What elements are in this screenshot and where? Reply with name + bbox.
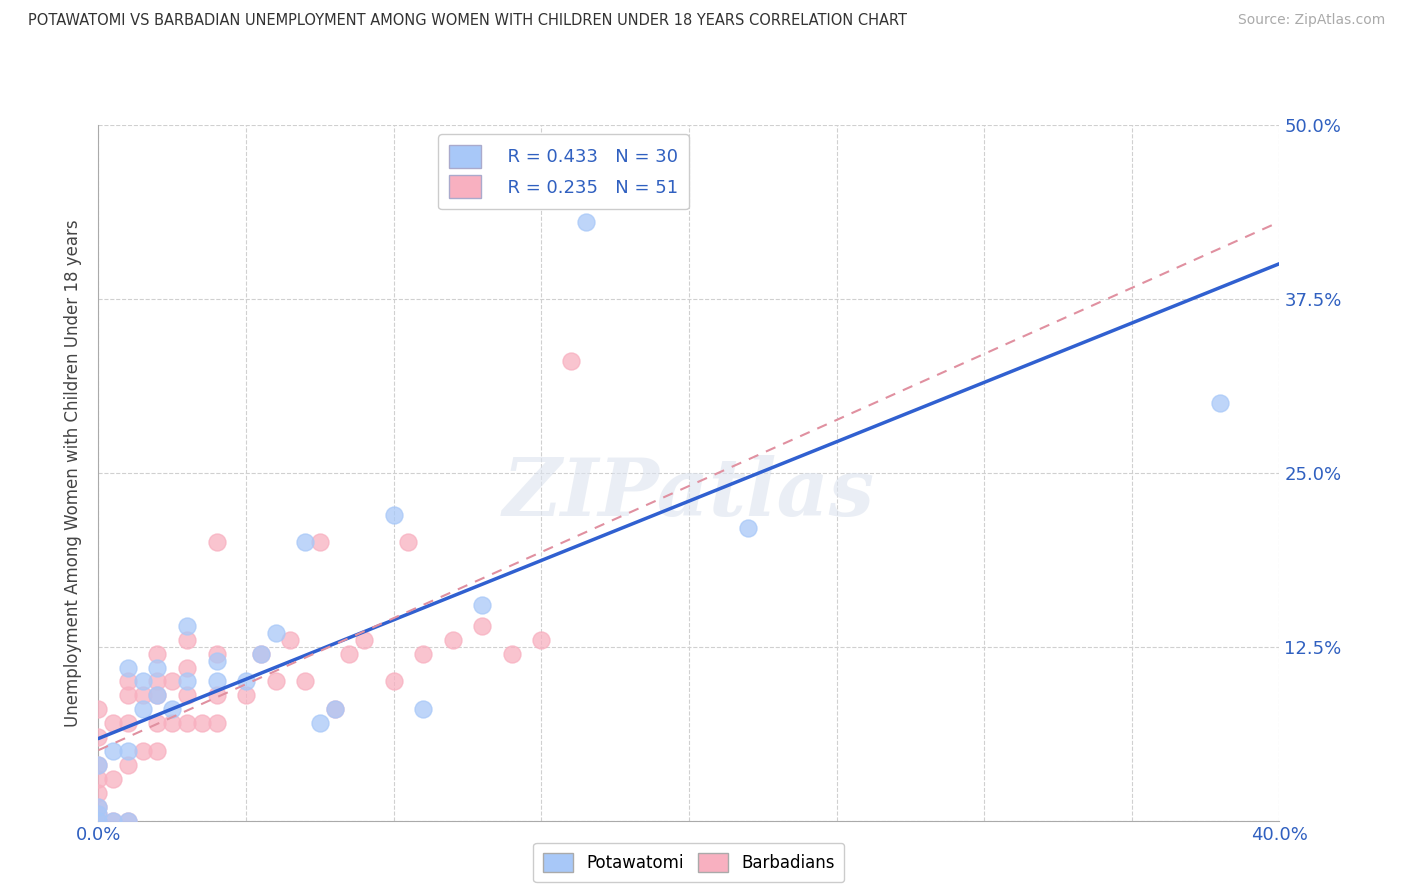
Point	[323, 702, 346, 716]
Point	[309, 535, 332, 549]
Point	[264, 674, 287, 689]
Point	[103, 744, 125, 758]
Point	[162, 702, 183, 716]
Point	[87, 772, 110, 786]
Point	[176, 619, 198, 633]
Point	[278, 632, 302, 647]
Point	[441, 632, 464, 647]
Point	[471, 619, 494, 633]
Point	[382, 508, 405, 522]
Point	[412, 702, 434, 716]
Point	[87, 758, 110, 772]
Point	[176, 632, 198, 647]
Point	[560, 354, 582, 368]
Point	[103, 814, 125, 828]
Point	[205, 716, 228, 731]
Point	[205, 647, 228, 661]
Point	[191, 716, 214, 731]
Point	[103, 772, 125, 786]
Point	[87, 806, 110, 821]
Point	[132, 702, 155, 716]
Point	[205, 674, 228, 689]
Point	[146, 744, 169, 758]
Point	[235, 689, 257, 703]
Point	[176, 660, 198, 674]
Point	[146, 689, 169, 703]
Point	[471, 598, 494, 612]
Point	[87, 806, 110, 821]
Point	[294, 674, 316, 689]
Point	[1209, 396, 1232, 410]
Point	[87, 730, 110, 744]
Point	[176, 674, 198, 689]
Point	[146, 689, 169, 703]
Point	[87, 758, 110, 772]
Point	[250, 647, 273, 661]
Point	[117, 814, 139, 828]
Point	[132, 744, 155, 758]
Text: Source: ZipAtlas.com: Source: ZipAtlas.com	[1237, 13, 1385, 28]
Point	[117, 660, 139, 674]
Point	[309, 716, 332, 731]
Point	[117, 744, 139, 758]
Point	[339, 647, 360, 661]
Point	[530, 632, 553, 647]
Point	[294, 535, 316, 549]
Point	[146, 660, 169, 674]
Point	[117, 758, 139, 772]
Point	[87, 814, 110, 828]
Point	[117, 814, 139, 828]
Point	[176, 689, 198, 703]
Point	[87, 702, 110, 716]
Point	[117, 716, 139, 731]
Point	[205, 654, 228, 668]
Point	[87, 814, 110, 828]
Point	[146, 716, 169, 731]
Point	[162, 716, 183, 731]
Point	[250, 647, 273, 661]
Point	[205, 535, 228, 549]
Point	[353, 632, 375, 647]
Point	[264, 625, 287, 640]
Point	[737, 521, 759, 535]
Point	[235, 674, 257, 689]
Point	[396, 535, 419, 549]
Point	[132, 674, 155, 689]
Text: ZIPatlas: ZIPatlas	[503, 455, 875, 533]
Point	[382, 674, 405, 689]
Point	[117, 674, 139, 689]
Point	[87, 786, 110, 800]
Point	[87, 799, 110, 814]
Point	[205, 689, 228, 703]
Point	[117, 689, 139, 703]
Y-axis label: Unemployment Among Women with Children Under 18 years: Unemployment Among Women with Children U…	[65, 219, 83, 727]
Point	[132, 689, 155, 703]
Legend: Potawatomi, Barbadians: Potawatomi, Barbadians	[533, 843, 845, 882]
Point	[87, 799, 110, 814]
Point	[574, 215, 596, 229]
Point	[176, 716, 198, 731]
Point	[323, 702, 346, 716]
Point	[162, 674, 183, 689]
Point	[412, 647, 434, 661]
Point	[501, 647, 523, 661]
Point	[146, 647, 169, 661]
Point	[103, 814, 125, 828]
Point	[103, 716, 125, 731]
Point	[146, 674, 169, 689]
Text: POTAWATOMI VS BARBADIAN UNEMPLOYMENT AMONG WOMEN WITH CHILDREN UNDER 18 YEARS CO: POTAWATOMI VS BARBADIAN UNEMPLOYMENT AMO…	[28, 13, 907, 29]
